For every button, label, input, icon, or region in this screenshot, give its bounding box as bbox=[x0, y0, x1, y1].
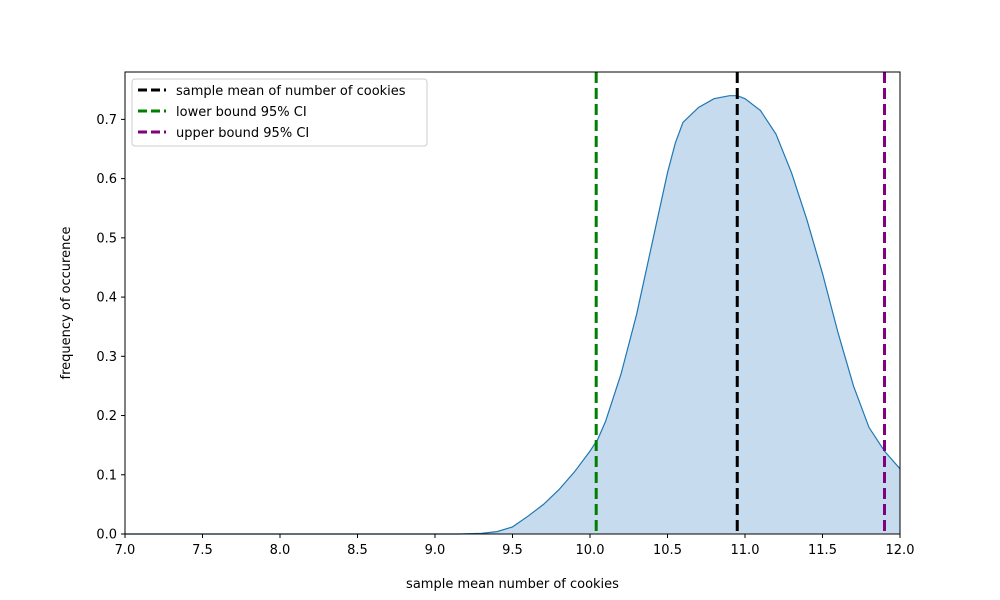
y-tick-label: 0.0 bbox=[96, 528, 117, 543]
x-axis-label: sample mean number of cookies bbox=[406, 577, 619, 592]
density-curve bbox=[125, 95, 901, 535]
x-tick-label: 9.0 bbox=[425, 543, 446, 558]
x-tick-label: 10.0 bbox=[576, 543, 605, 558]
legend-label: sample mean of number of cookies bbox=[176, 84, 406, 99]
x-tick-label: 7.0 bbox=[115, 543, 136, 558]
x-tick-label: 8.5 bbox=[347, 543, 368, 558]
x-tick-label: 11.0 bbox=[731, 543, 760, 558]
x-tick-label: 10.5 bbox=[653, 543, 682, 558]
y-tick-label: 0.7 bbox=[96, 113, 117, 128]
legend: sample mean of number of cookies lower bo… bbox=[131, 78, 428, 147]
legend-box bbox=[131, 78, 428, 147]
y-tick-label: 0.2 bbox=[96, 409, 117, 424]
x-tick-label: 9.5 bbox=[502, 543, 523, 558]
y-tick-label: 0.1 bbox=[96, 468, 117, 483]
x-tick-label: 12.0 bbox=[886, 543, 915, 558]
y-tick-label: 0.3 bbox=[96, 350, 117, 365]
density-area bbox=[458, 95, 900, 534]
x-tick-label: 7.5 bbox=[192, 543, 213, 558]
legend-label: upper bound 95% CI bbox=[176, 126, 309, 141]
x-tick-label: 11.5 bbox=[808, 543, 837, 558]
legend-label: lower bound 95% CI bbox=[176, 105, 307, 120]
y-tick-label: 0.5 bbox=[96, 231, 117, 246]
y-tick-label: 0.4 bbox=[96, 291, 117, 306]
y-axis-label: frequency of occurence bbox=[59, 227, 74, 380]
y-tick-label: 0.6 bbox=[96, 172, 117, 187]
x-tick-label: 8.0 bbox=[270, 543, 291, 558]
